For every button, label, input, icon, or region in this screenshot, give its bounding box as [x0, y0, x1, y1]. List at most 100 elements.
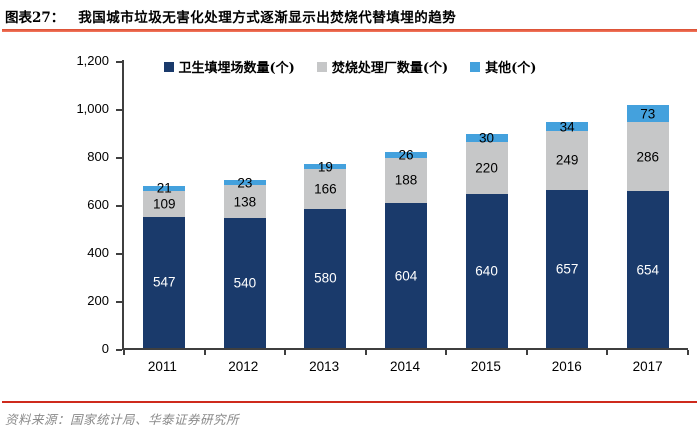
x-category-label: 2011 — [147, 359, 177, 374]
y-tick-label: 1,200 — [76, 53, 109, 68]
legend-swatch-icon — [163, 61, 174, 72]
bar-value-label: 657 — [555, 261, 579, 277]
chart-legend: 卫生填埋场数量(个) 焚烧处理厂数量(个) 其他(个) — [0, 57, 700, 76]
bar-segment: 23 — [223, 176, 266, 189]
plot-area: 547 109 21 540 138 23 580 166 19 604 188 26 640 220 30… — [122, 60, 689, 355]
legend-swatch-icon — [470, 61, 481, 72]
x-tick-mark — [203, 350, 206, 355]
bar-segment: 657 — [546, 190, 589, 348]
x-category-label: 2014 — [389, 359, 421, 374]
bar-segment: 580 — [304, 208, 347, 348]
bar-stack: 657 249 34 — [546, 120, 589, 348]
x-category-label: 2015 — [470, 359, 501, 374]
bar-value-label: 580 — [314, 270, 337, 286]
bar-segment: 109 — [143, 190, 186, 217]
bar-segment: 188 — [384, 157, 427, 204]
bar-value-label: 249 — [555, 152, 579, 168]
bar-value-label: 23 — [237, 174, 253, 190]
x-category-label: 2016 — [551, 359, 582, 374]
y-tick-mark — [116, 349, 122, 351]
x-category-label: 2017 — [632, 359, 663, 374]
bar-segment: 34 — [546, 120, 589, 133]
y-tick-mark — [116, 109, 122, 111]
y-tick-label: 200 — [87, 293, 109, 308]
bar-stack: 604 188 26 — [384, 148, 427, 348]
x-tick-mark — [364, 350, 367, 355]
x-tick-mark — [687, 350, 689, 355]
bar-value-label: 604 — [394, 267, 418, 283]
bar-segment: 604 — [384, 203, 427, 348]
bar-value-label: 220 — [475, 160, 498, 176]
x-axis-labels: 2011 2012 2013 2014 2015 2016 2017 — [122, 359, 688, 374]
bar-group-2015: 640 220 30 — [446, 60, 527, 348]
bar-stack: 547 109 21 — [143, 181, 186, 348]
bar-segment: 30 — [465, 131, 508, 144]
y-tick-label: 1,000 — [76, 101, 109, 116]
bar-group-2017: 654 286 73 — [607, 60, 688, 348]
bar-segment: 73 — [626, 104, 669, 123]
bar-stack: 580 166 19 — [304, 160, 347, 348]
legend-label: 其他(个) — [485, 61, 537, 76]
bar-group-2012: 540 138 23 — [205, 60, 286, 348]
bar-segment: 540 — [223, 218, 266, 348]
figure-header: 图表27： 我国城市垃圾无害化处理方式逐渐显示出焚烧代替填埋的趋势 — [5, 6, 694, 26]
bar-value-label: 547 — [153, 274, 176, 290]
y-tick-mark — [116, 253, 122, 255]
bar-value-label: 188 — [394, 172, 418, 188]
bar-segment: 640 — [465, 194, 508, 348]
bar-segment: 166 — [304, 168, 347, 209]
y-tick-mark — [116, 61, 122, 63]
source-note: 资料来源：国家统计局、华泰证券研究所 — [5, 412, 240, 427]
figure-number: 图表27： — [5, 10, 65, 26]
bar-segment: 138 — [223, 185, 266, 219]
y-tick-label: 0 — [101, 341, 109, 356]
figure-title: 我国城市垃圾无害化处理方式逐渐显示出焚烧代替填埋的趋势 — [78, 10, 457, 26]
bar-value-label: 540 — [233, 275, 257, 291]
footer-rule — [2, 401, 697, 403]
x-tick-mark — [606, 350, 609, 355]
y-axis: 0 200 400 600 800 1,000 1,200 — [0, 54, 122, 355]
bar-value-label: 654 — [636, 261, 659, 277]
bar-segment: 19 — [304, 160, 347, 173]
bar-segment: 654 — [626, 191, 669, 348]
legend-item-0: 卫生填埋场数量(个) — [163, 57, 295, 76]
legend-swatch-icon — [316, 61, 327, 72]
bar-value-label: 30 — [479, 130, 495, 146]
bar-segment: 26 — [384, 148, 427, 161]
x-tick-mark — [445, 350, 448, 355]
x-category-label: 2013 — [309, 359, 340, 374]
bar-value-label: 286 — [636, 148, 659, 164]
bar-group-2016: 657 249 34 — [527, 60, 608, 348]
bar-segment: 286 — [626, 122, 669, 192]
legend-item-2: 其他(个) — [470, 57, 536, 76]
bar-group-2014: 604 188 26 — [366, 60, 447, 348]
y-tick-mark — [116, 301, 122, 303]
legend-label: 焚烧处理厂数量(个) — [331, 61, 449, 76]
bar-value-label: 26 — [398, 147, 414, 163]
bar-segment: 220 — [465, 141, 508, 195]
y-tick-mark — [116, 157, 122, 159]
bar-value-label: 21 — [156, 180, 172, 196]
y-tick-mark — [116, 205, 122, 207]
bar-segment: 547 — [143, 216, 186, 348]
bar-stack: 640 220 30 — [465, 131, 508, 348]
x-category-label: 2012 — [228, 359, 259, 374]
bar-group-2011: 547 109 21 — [124, 60, 205, 348]
bar-value-label: 73 — [640, 105, 656, 121]
bar-value-label: 166 — [314, 181, 337, 197]
y-tick-label: 800 — [87, 149, 109, 164]
bar-value-label: 109 — [153, 195, 176, 211]
bar-group-2013: 580 166 19 — [285, 60, 366, 348]
y-tick-label: 600 — [87, 197, 109, 212]
x-tick-mark — [123, 350, 125, 355]
bar-segment: 249 — [546, 130, 589, 191]
bar-stack: 654 286 73 — [626, 104, 669, 348]
x-tick-mark — [284, 350, 287, 355]
y-tick-label: 400 — [87, 245, 109, 260]
bar-stack: 540 138 23 — [223, 176, 266, 348]
bar-value-label: 640 — [475, 263, 498, 279]
bar-value-label: 34 — [559, 118, 575, 134]
legend-item-1: 焚烧处理厂数量(个) — [316, 57, 449, 76]
bar-value-label: 138 — [233, 194, 257, 210]
